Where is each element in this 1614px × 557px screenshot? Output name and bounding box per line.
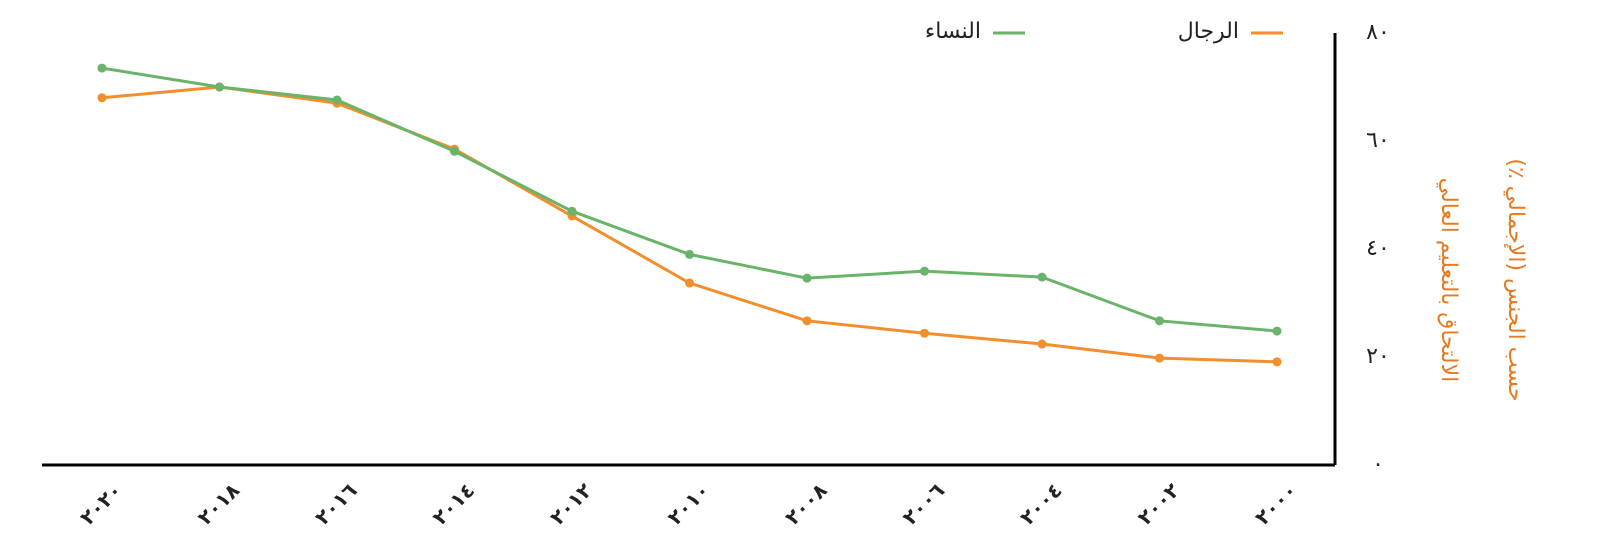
y-tick-label: ٦٠ (1366, 128, 1390, 153)
x-tick-label: ٢٠٠٠ (1250, 478, 1301, 529)
x-tick-label: ٢٠٠٤ (1015, 478, 1066, 529)
x-tick-label: ٢٠٠٨ (780, 478, 831, 529)
point (97, 93, 107, 103)
point (332, 95, 342, 105)
point (97, 63, 107, 73)
point (1272, 326, 1282, 336)
point (215, 82, 224, 92)
point (1155, 353, 1164, 363)
point (685, 249, 694, 259)
x-tick-label: ٢٠١٨ (193, 478, 244, 529)
x-tick-label: ٢٠١٤ (428, 478, 479, 529)
y-axis-label: حسب الجنس (الإجمالي ٪) (1503, 158, 1528, 401)
x-tick-label: ٢٠٠٦ (898, 478, 949, 529)
x-tick-label: ٢٠٠٢ (1133, 478, 1184, 529)
legend-label: الرجال (1178, 19, 1239, 44)
point (1155, 316, 1164, 326)
point (450, 146, 459, 156)
x-tick-label: ٢٠١٢ (545, 478, 596, 529)
point (920, 266, 929, 276)
x-tick-label: ٢٠١٦ (310, 478, 361, 529)
point (1272, 357, 1282, 367)
point (1037, 339, 1047, 349)
y-tick-label: ٢٠ (1366, 344, 1390, 369)
line (101, 66, 1278, 333)
x-tick-label: ٢٠٢٠ (75, 478, 126, 529)
y-tick-label: ٠ (1372, 452, 1384, 477)
point (685, 278, 694, 288)
y-axis-label: الالتحاق بالتعليم العالي (1436, 178, 1461, 382)
legend-label: النساء (925, 19, 981, 44)
point (567, 206, 577, 216)
y-tick-label: ٨٠ (1366, 20, 1390, 45)
point (802, 273, 812, 283)
y-tick-label: ٤٠ (1366, 236, 1390, 261)
point (802, 316, 812, 326)
point (920, 328, 929, 338)
point (1037, 272, 1047, 282)
line (101, 85, 1278, 364)
x-tick-label: ٢٠١٠ (663, 478, 714, 529)
